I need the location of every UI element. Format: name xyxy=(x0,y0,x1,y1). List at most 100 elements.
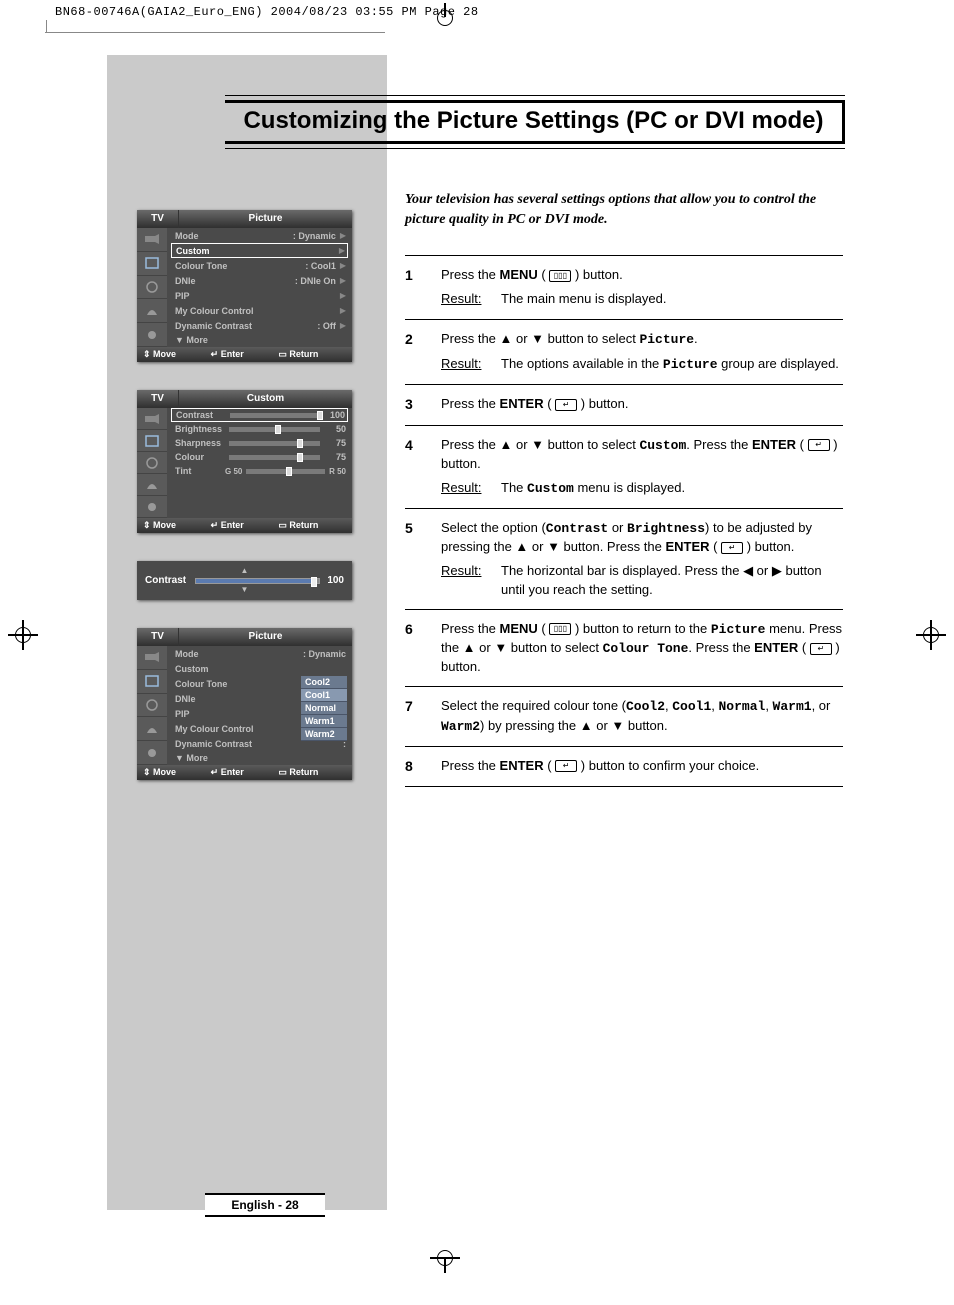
osd-icon-strip xyxy=(137,646,167,765)
result-text: The options available in the Picture gro… xyxy=(501,355,843,374)
right-column: Your television has several settings opt… xyxy=(405,190,843,787)
sound-icon xyxy=(137,452,167,474)
step-body: Press the MENU ( ▯▯▯ ) button to return … xyxy=(441,620,843,677)
step-body: Select the required colour tone (Cool2, … xyxy=(441,697,843,735)
step: 3Press the ENTER ( ↵ ) button. xyxy=(405,384,843,425)
slider-row: Sharpness75 xyxy=(167,436,352,450)
page: BN68-00746A(GAIA2_Euro_ENG) 2004/08/23 0… xyxy=(0,0,954,1305)
step-number: 5 xyxy=(405,519,441,599)
step-number: 1 xyxy=(405,266,441,308)
move-label: Move xyxy=(153,349,176,359)
channel-icon xyxy=(137,474,167,496)
osd-footer: ⇕ Move ↵ Enter ▭ Return xyxy=(137,765,352,780)
osd-footer: ⇕ Move ↵ Enter ▭ Return xyxy=(137,347,352,362)
osd-tv-label: TV xyxy=(137,210,179,228)
move-label: Move xyxy=(153,767,176,777)
step-body: Press the ENTER ( ↵ ) button. xyxy=(441,395,843,415)
osd-title: Picture xyxy=(179,628,352,646)
crop-mark-right xyxy=(916,620,946,650)
osd-row: My Colour Control▶ xyxy=(167,303,352,318)
osd-title: Custom xyxy=(179,390,352,408)
step: 6Press the MENU ( ▯▯▯ ) button to return… xyxy=(405,609,843,687)
osd-tv-label: TV xyxy=(137,628,179,646)
osd-title: Picture xyxy=(179,210,352,228)
input-icon xyxy=(137,228,167,252)
crop-mark-left xyxy=(8,620,38,650)
step: 8Press the ENTER ( ↵ ) button to confirm… xyxy=(405,746,843,788)
osd-icon-strip xyxy=(137,408,167,518)
setup-icon xyxy=(137,496,167,518)
result-label: Result: xyxy=(441,562,501,598)
result-label: Result: xyxy=(441,355,501,374)
setup-icon xyxy=(137,741,167,765)
result-text: The main menu is displayed. xyxy=(501,290,843,308)
contrast-track xyxy=(195,578,320,584)
step-body: Press the MENU ( ▯▯▯ ) button.Result:The… xyxy=(441,266,843,308)
title-bar: Customizing the Picture Settings (PC or … xyxy=(225,95,845,149)
tint-row: TintG 50R 50 xyxy=(167,464,352,478)
crop-mark-bottom xyxy=(430,1243,460,1273)
top-line xyxy=(45,32,385,33)
dropdown-option: Cool2 xyxy=(301,676,347,689)
step: 1Press the MENU ( ▯▯▯ ) button.Result:Th… xyxy=(405,255,843,318)
step: 4Press the ▲ or ▼ button to select Custo… xyxy=(405,425,843,509)
colour-tone-dropdown: Cool2Cool1NormalWarm1Warm2 xyxy=(301,676,347,741)
page-footer: English - 28 xyxy=(205,1193,325,1217)
intro-text: Your television has several settings opt… xyxy=(405,190,843,229)
result-label: Result: xyxy=(441,479,501,498)
return-label: Return xyxy=(289,349,318,359)
sound-icon xyxy=(137,276,167,300)
more-label: ▼ More xyxy=(167,333,352,347)
left-column: TV Picture Mode: Dynamic▶Custom▶Colour T… xyxy=(137,210,352,808)
contrast-label: Contrast xyxy=(145,575,195,586)
corner-tick xyxy=(46,20,47,32)
page-title: Customizing the Picture Settings (PC or … xyxy=(243,107,823,134)
osd-colour-tone: TV Picture Mode: DynamicCustomColour Ton… xyxy=(137,628,352,780)
move-label: Move xyxy=(153,520,176,530)
contrast-value: 100 xyxy=(320,575,344,586)
osd-row: Dynamic Contrast: Off▶ xyxy=(167,318,352,333)
osd-slider-rows: Contrast100Brightness50Sharpness75Colour… xyxy=(167,408,352,518)
osd-tv-label: TV xyxy=(137,390,179,408)
slider-row: Brightness50 xyxy=(167,422,352,436)
slider-row: Contrast100 xyxy=(171,408,348,422)
osd-row: Custom▶ xyxy=(171,243,348,258)
osd-row: Custom xyxy=(167,661,352,676)
result-text: The horizontal bar is displayed. Press t… xyxy=(501,562,843,598)
step-body: Press the ENTER ( ↵ ) button to confirm … xyxy=(441,757,843,777)
crop-mark-top xyxy=(430,3,460,33)
picture-icon xyxy=(137,252,167,276)
picture-icon xyxy=(137,670,167,694)
return-label: Return xyxy=(289,767,318,777)
osd-row: Mode: Dynamic xyxy=(167,646,352,661)
step: 5Select the option (Contrast or Brightne… xyxy=(405,508,843,609)
dropdown-option: Warm2 xyxy=(301,728,347,741)
step-body: Press the ▲ or ▼ button to select Custom… xyxy=(441,436,843,499)
osd-row: Mode: Dynamic▶ xyxy=(167,228,352,243)
step-number: 6 xyxy=(405,620,441,677)
slider-row: Colour75 xyxy=(167,450,352,464)
input-icon xyxy=(137,408,167,430)
osd-custom: TV Custom Contrast100Brightness50Sharpne… xyxy=(137,390,352,533)
header-code: BN68-00746A(GAIA2_Euro_ENG) 2004/08/23 0… xyxy=(55,5,479,19)
osd-footer: ⇕ Move ↵ Enter ▭ Return xyxy=(137,518,352,533)
result-label: Result: xyxy=(441,290,501,308)
steps-list: 1Press the MENU ( ▯▯▯ ) button.Result:Th… xyxy=(405,255,843,787)
osd-rows: Mode: Dynamic▶Custom▶Colour Tone: Cool1▶… xyxy=(167,228,352,347)
contrast-bar: ▲ Contrast 100 ▼ xyxy=(137,561,352,600)
enter-label: Enter xyxy=(221,767,244,777)
step-body: Press the ▲ or ▼ button to select Pictur… xyxy=(441,330,843,374)
channel-icon xyxy=(137,717,167,741)
setup-icon xyxy=(137,323,167,347)
enter-label: Enter xyxy=(221,349,244,359)
dropdown-option: Cool1 xyxy=(301,689,347,702)
step-number: 8 xyxy=(405,757,441,777)
return-label: Return xyxy=(289,520,318,530)
osd-row: Colour Tone: Cool1▶ xyxy=(167,258,352,273)
picture-icon xyxy=(137,430,167,452)
enter-label: Enter xyxy=(221,520,244,530)
step: 7Select the required colour tone (Cool2,… xyxy=(405,686,843,745)
up-arrow-icon: ▲ xyxy=(145,567,344,575)
osd-picture: TV Picture Mode: Dynamic▶Custom▶Colour T… xyxy=(137,210,352,362)
more-label: ▼ More xyxy=(167,751,352,765)
